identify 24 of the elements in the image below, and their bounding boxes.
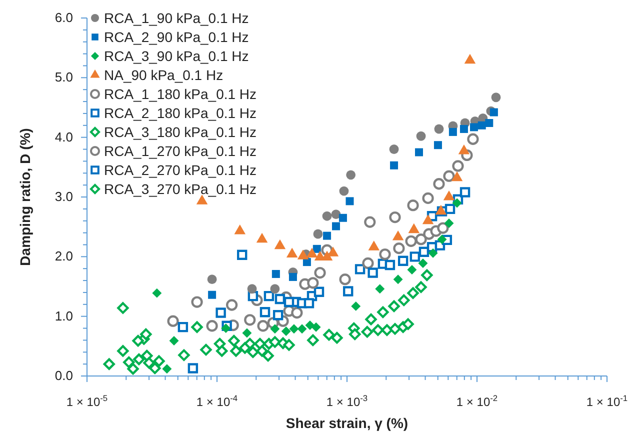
x-tick-label: 1 × 10$^{-3}$ [326, 393, 368, 409]
y-tick-label: 1.0 [54, 308, 73, 324]
x-axis-title: Shear strain, γ (%) [286, 415, 408, 431]
legend-label: RCA_2_90 kPa_0.1 Hz [104, 29, 249, 45]
y-axis-title: Damping ratio, D (%) [17, 128, 33, 266]
x-tick-label: 1 × 10$^{-4}$ [196, 393, 238, 409]
legend-label: RCA_3_270 kPa_0.1 Hz [104, 181, 257, 197]
legend-label: RCA_3_90 kPa_0.1 Hz [104, 48, 249, 64]
legend-label: RCA_3_180 kPa_0.1 Hz [104, 124, 257, 140]
y-tick-label: 6.0 [54, 10, 73, 25]
legend-label: RCA_2_270 kPa_0.1 Hz [104, 162, 257, 178]
y-tick-label: 4.0 [54, 129, 73, 144]
legend-label: RCA_2_180 kPa_0.1 Hz [104, 105, 257, 121]
legend-label: RCA_1_90 kPa_0.1 Hz [104, 10, 249, 26]
y-tick-label: 3.0 [54, 189, 73, 204]
legend-label: RCA_1_180 kPa_0.1 Hz [104, 86, 257, 102]
y-tick-label: 2.0 [54, 248, 73, 264]
x-tick-label: 1 × 10$^{-5}$ [66, 393, 108, 409]
x-tick-label: 1 × 10$^{-2}$ [456, 393, 498, 409]
y-tick-label: 5.0 [54, 70, 73, 85]
x-tick-label: 1 × 10$^{-1}$ [586, 393, 628, 409]
y-tick-label: 0.0 [54, 368, 73, 383]
legend-label: NA_90 kPa_0.1 Hz [104, 67, 224, 83]
legend-label: RCA_1_270 kPa_0.1 Hz [104, 143, 257, 159]
